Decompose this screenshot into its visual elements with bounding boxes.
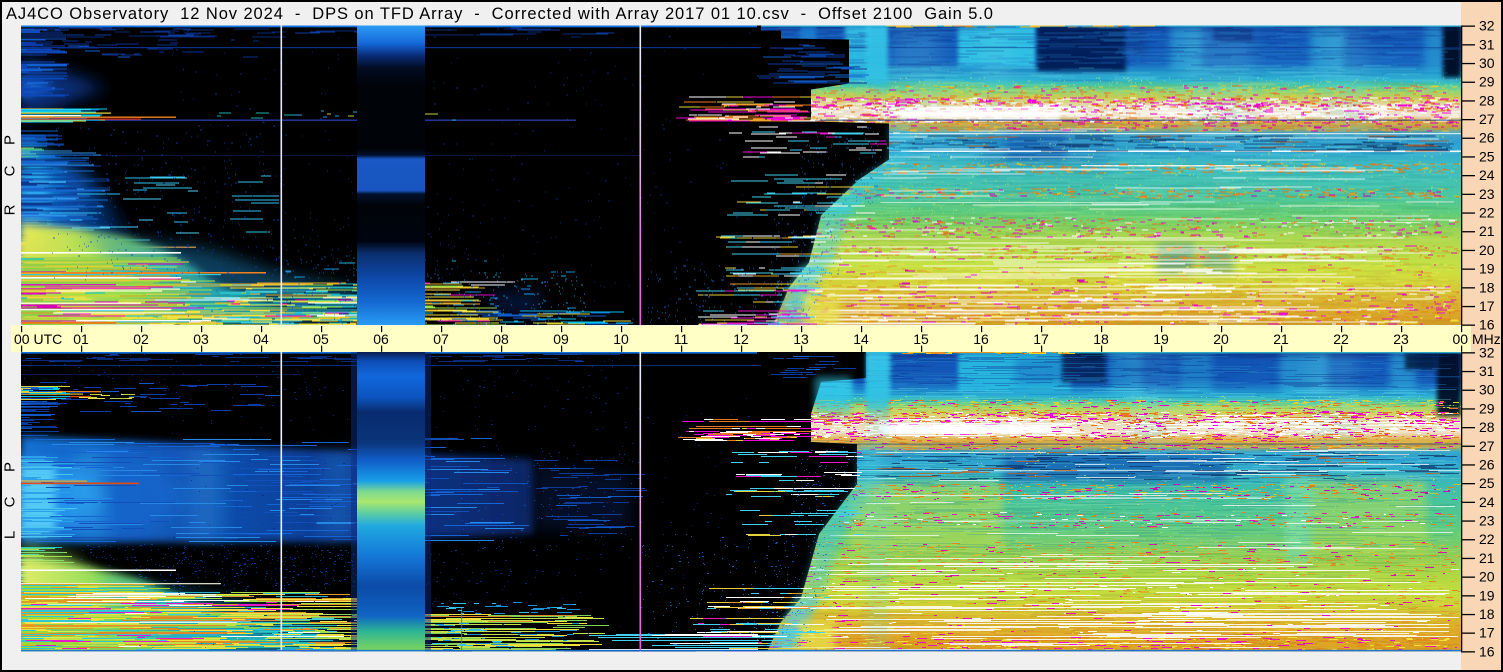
- svg-text:15: 15: [913, 331, 929, 347]
- svg-text:07: 07: [433, 331, 449, 347]
- svg-text:27: 27: [1479, 111, 1495, 127]
- svg-text:08: 08: [493, 331, 509, 347]
- svg-text:00 UTC: 00 UTC: [14, 331, 62, 347]
- svg-text:19: 19: [1479, 261, 1495, 277]
- svg-text:00 MHz: 00 MHz: [1453, 331, 1501, 347]
- svg-text:C: C: [2, 496, 19, 507]
- svg-text:18: 18: [1479, 279, 1495, 295]
- svg-text:24: 24: [1479, 167, 1495, 183]
- svg-text:20: 20: [1213, 331, 1229, 347]
- svg-text:31: 31: [1479, 363, 1495, 379]
- svg-text:23: 23: [1479, 186, 1495, 202]
- svg-text:26: 26: [1479, 456, 1495, 472]
- svg-text:32: 32: [1479, 344, 1495, 360]
- svg-text:AJ4CO Observatory 12 Nov 2024: AJ4CO Observatory 12 Nov 2024 - DPS on T…: [6, 5, 993, 23]
- svg-text:02: 02: [133, 331, 149, 347]
- svg-text:06: 06: [373, 331, 389, 347]
- svg-text:20: 20: [1479, 569, 1495, 585]
- svg-text:C: C: [2, 165, 19, 176]
- svg-text:10: 10: [613, 331, 629, 347]
- svg-text:17: 17: [1479, 298, 1495, 314]
- svg-text:30: 30: [1479, 55, 1495, 71]
- svg-text:22: 22: [1479, 531, 1495, 547]
- svg-text:17: 17: [1033, 331, 1049, 347]
- svg-text:30: 30: [1479, 382, 1495, 398]
- svg-text:13: 13: [793, 331, 809, 347]
- svg-text:28: 28: [1479, 419, 1495, 435]
- svg-text:12: 12: [733, 331, 749, 347]
- svg-text:18: 18: [1479, 606, 1495, 622]
- svg-text:16: 16: [1479, 317, 1495, 333]
- svg-text:11: 11: [674, 331, 689, 347]
- svg-text:32: 32: [1479, 18, 1495, 34]
- svg-text:23: 23: [1393, 331, 1409, 347]
- svg-text:19: 19: [1153, 331, 1169, 347]
- svg-text:19: 19: [1479, 587, 1495, 603]
- svg-text:21: 21: [1479, 223, 1495, 239]
- svg-text:17: 17: [1479, 625, 1495, 641]
- svg-text:L: L: [2, 531, 19, 539]
- svg-text:21: 21: [1273, 331, 1289, 347]
- svg-text:25: 25: [1479, 148, 1495, 164]
- svg-text:R: R: [2, 204, 19, 215]
- svg-text:24: 24: [1479, 494, 1495, 510]
- svg-text:18: 18: [1093, 331, 1109, 347]
- svg-text:P: P: [2, 462, 19, 472]
- svg-text:27: 27: [1479, 438, 1495, 454]
- svg-text:31: 31: [1479, 36, 1495, 52]
- svg-text:05: 05: [313, 331, 329, 347]
- svg-text:26: 26: [1479, 130, 1495, 146]
- svg-text:22: 22: [1479, 205, 1495, 221]
- svg-text:04: 04: [253, 331, 269, 347]
- svg-text:25: 25: [1479, 475, 1495, 491]
- svg-text:16: 16: [973, 331, 989, 347]
- svg-text:23: 23: [1479, 513, 1495, 529]
- svg-text:28: 28: [1479, 92, 1495, 108]
- svg-text:14: 14: [853, 331, 869, 347]
- svg-text:29: 29: [1479, 400, 1495, 416]
- svg-text:20: 20: [1479, 242, 1495, 258]
- svg-text:P: P: [2, 135, 19, 145]
- svg-text:22: 22: [1333, 331, 1349, 347]
- svg-text:09: 09: [553, 331, 569, 347]
- svg-text:01: 01: [73, 331, 89, 347]
- svg-text:03: 03: [193, 331, 209, 347]
- svg-text:16: 16: [1479, 643, 1495, 659]
- svg-text:21: 21: [1479, 550, 1495, 566]
- svg-text:29: 29: [1479, 74, 1495, 90]
